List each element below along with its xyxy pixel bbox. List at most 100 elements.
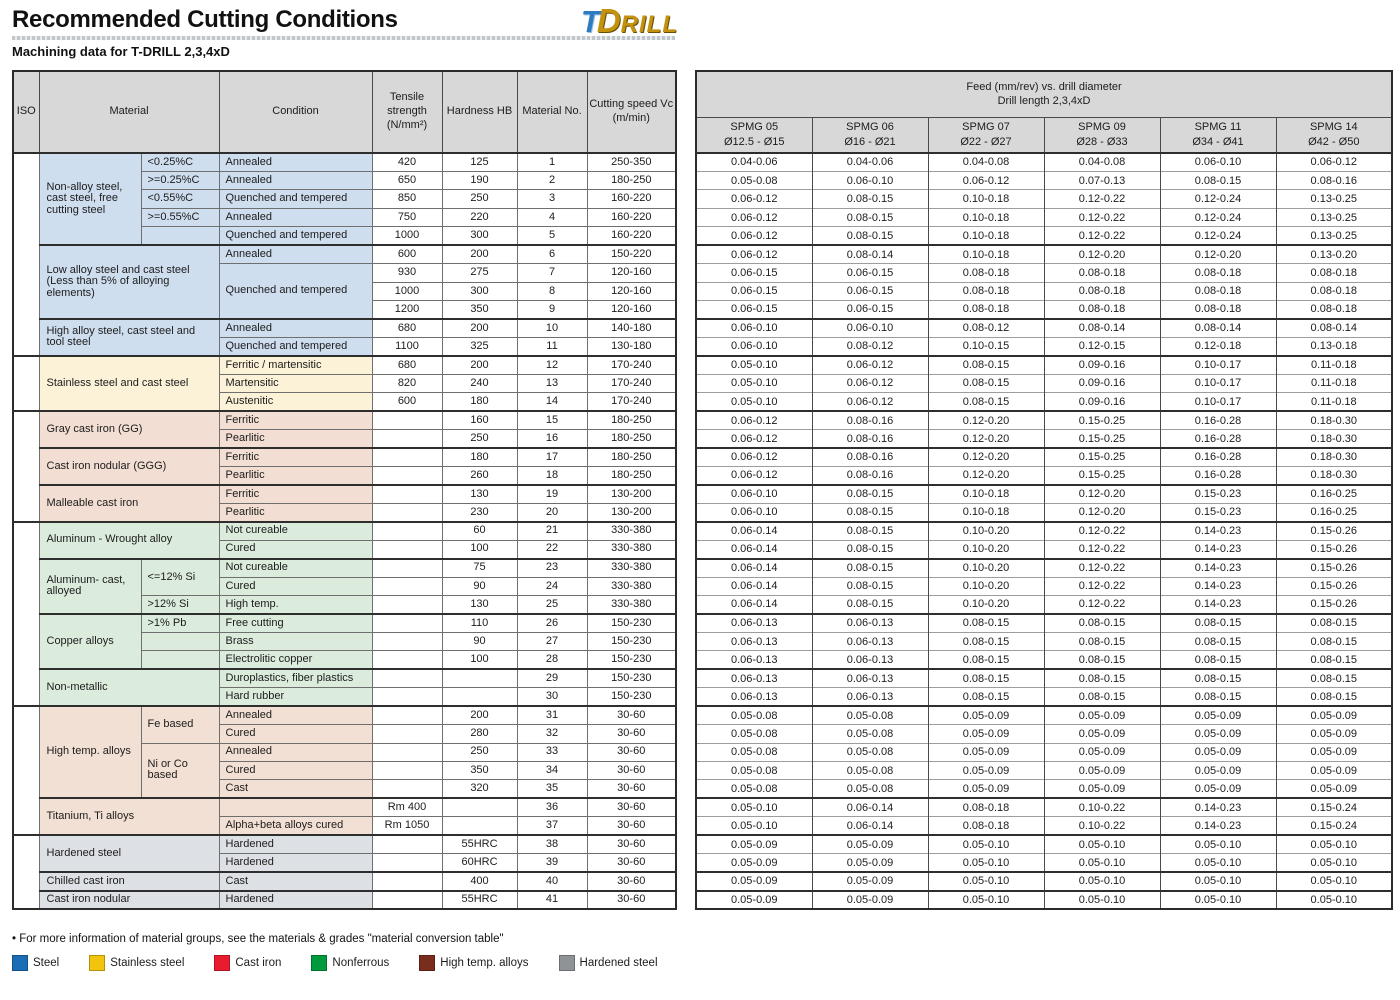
material-no-cell: 27 — [516, 631, 588, 652]
feed-cell: 0.08-0.15 — [811, 520, 929, 541]
material-no-cell: 36 — [516, 797, 588, 818]
feed-cell: 0.08-0.18 — [927, 797, 1045, 817]
material-no-cell: 39 — [516, 853, 588, 873]
cutting-speed-cell: 170-240 — [586, 354, 677, 375]
feed-row: 0.05-0.09 0.05-0.09 0.05-0.10 0.05-0.10 0.05… — [695, 853, 1393, 873]
table-row: Electrolitic copper 100 28 150-230 — [13, 650, 677, 670]
col-header-material-no: Material No. — [516, 70, 588, 154]
hardness-cell: 200 — [441, 244, 518, 265]
subspec-cell: >1% Pb — [140, 612, 220, 633]
feed-cell: 0.06-0.13 — [695, 687, 813, 707]
feed-row: 0.05-0.08 0.05-0.08 0.05-0.09 0.05-0.09 0.05… — [695, 742, 1393, 762]
condition-cell: Cured — [218, 760, 373, 781]
feed-cell: 0.06-0.14 — [811, 816, 929, 836]
cutting-speed-cell: 30-60 — [586, 816, 677, 836]
feed-row: 0.05-0.10 0.06-0.12 0.08-0.15 0.09-0.16 0.10… — [695, 392, 1393, 412]
cutting-speed-cell: 30-60 — [586, 871, 677, 892]
condition-cell: High temp. — [218, 594, 373, 615]
hardness-cell: 300 — [441, 226, 518, 246]
feed-cell: 0.10-0.18 — [927, 207, 1045, 227]
tensile-cell — [371, 834, 443, 855]
tensile-cell: Rm 400 — [371, 797, 443, 818]
iso-cell: P — [12, 152, 40, 357]
feed-row: 0.06-0.13 0.06-0.13 0.08-0.15 0.08-0.15 0.08… — [695, 631, 1393, 651]
feed-cell: 0.13-0.20 — [1275, 244, 1393, 264]
feed-cell: 0.10-0.20 — [927, 520, 1045, 541]
feed-cell: 0.05-0.09 — [695, 853, 813, 873]
feed-cell: 0.08-0.16 — [811, 465, 929, 485]
feed-cell: 0.08-0.15 — [811, 483, 929, 504]
legend-color-swatch — [558, 955, 575, 971]
condition-cell: Quenched and tempered — [218, 336, 373, 357]
cutting-speed-cell: 170-240 — [586, 373, 677, 394]
feed-cell: 0.16-0.28 — [1159, 446, 1277, 467]
legend-color-swatch — [311, 955, 328, 971]
table-row: Hardened 60HRC 39 30-60 — [13, 853, 677, 873]
legend-item: High temp. alloys — [419, 955, 529, 971]
cutting-speed-cell: 250-350 — [586, 151, 677, 172]
spmg-diameter-range: Ø28 - Ø33 — [1076, 135, 1128, 148]
legend-item: Cast iron — [214, 955, 281, 971]
hardness-cell: 320 — [441, 779, 518, 799]
material-cell: High temp. alloys — [38, 705, 142, 799]
feed-cell: 0.06-0.15 — [695, 263, 813, 283]
feed-cell: 0.08-0.15 — [1159, 612, 1277, 633]
table-row: Cured 90 24 330-380 — [13, 576, 677, 597]
feed-row: 0.06-0.15 0.06-0.15 0.08-0.18 0.08-0.18 0.08… — [695, 281, 1393, 301]
hardness-cell: 300 — [441, 281, 518, 302]
feed-cell: 0.06-0.13 — [695, 631, 813, 651]
feed-cell: 0.06-0.13 — [811, 631, 929, 651]
material-no-cell: 28 — [516, 650, 588, 670]
feed-cell: 0.05-0.08 — [695, 779, 813, 799]
feed-cell: 0.12-0.20 — [927, 446, 1045, 467]
hardness-cell: 100 — [441, 650, 518, 670]
feed-cell: 0.05-0.09 — [811, 853, 929, 873]
hardness-cell: 180 — [441, 446, 518, 467]
feed-cell: 0.08-0.15 — [811, 594, 929, 614]
condition-cell: Hardened — [218, 889, 373, 910]
cutting-speed-cell: 170-240 — [586, 392, 677, 412]
cutting-speed-cell: 30-60 — [586, 724, 677, 744]
feed-cell: 0.12-0.22 — [1043, 189, 1161, 209]
tensile-cell — [371, 668, 443, 689]
feed-cell: 0.05-0.08 — [695, 760, 813, 780]
feed-cell: 0.14-0.23 — [1159, 797, 1277, 817]
subspec-cell: <=12% Si — [140, 557, 220, 596]
material-no-cell: 16 — [516, 429, 588, 449]
feed-cell: 0.05-0.10 — [927, 889, 1045, 909]
feed-cell: 0.08-0.18 — [927, 816, 1045, 836]
page-title: Recommended Cutting Conditions — [12, 6, 398, 33]
material-no-cell: 8 — [516, 281, 588, 302]
table-row: Cured 280 32 30-60 — [13, 724, 677, 744]
feed-cell: 0.05-0.10 — [695, 816, 813, 836]
legend-color-swatch — [214, 955, 231, 971]
feed-cell: 0.16-0.25 — [1275, 483, 1393, 504]
subspec-cell: <0.25%C — [140, 151, 220, 172]
feed-cell: 0.10-0.18 — [927, 244, 1045, 264]
table-row: Aluminum- cast, alloyed <=12% Si Not curea… — [13, 557, 677, 615]
feed-cell: 0.05-0.08 — [811, 760, 929, 780]
feed-cell: 0.14-0.23 — [1159, 520, 1277, 541]
feed-cell: 0.05-0.09 — [1043, 760, 1161, 780]
feed-cell: 0.15-0.26 — [1275, 520, 1393, 541]
feed-cell: 0.08-0.15 — [927, 373, 1045, 393]
feed-cell: 0.08-0.18 — [927, 299, 1045, 319]
feed-cell: 0.05-0.08 — [811, 724, 929, 743]
cutting-speed-cell: 330-380 — [586, 520, 677, 541]
feed-cell: 0.06-0.13 — [811, 650, 929, 670]
feed-cell: 0.06-0.12 — [695, 429, 813, 448]
material-no-cell: 18 — [516, 465, 588, 486]
tensile-cell: 1100 — [371, 336, 443, 357]
tensile-cell — [371, 742, 443, 762]
feed-row: 0.06-0.15 0.06-0.15 0.08-0.18 0.08-0.18 0.08… — [695, 299, 1393, 319]
hardness-cell: 325 — [441, 336, 518, 357]
feed-cell: 0.06-0.10 — [695, 336, 813, 356]
feed-cell: 0.05-0.10 — [1275, 834, 1393, 854]
feed-cell: 0.08-0.15 — [927, 631, 1045, 651]
machining-data-table: ISO Material Condition Tensile strength … — [12, 70, 677, 910]
feed-cell: 0.05-0.10 — [1043, 889, 1161, 909]
spmg-name: SPMG 09 — [1078, 121, 1126, 134]
tensile-cell: 1200 — [371, 299, 443, 320]
col-header-hardness: Hardness HB — [441, 70, 518, 154]
feed-cell: 0.08-0.15 — [927, 668, 1045, 688]
